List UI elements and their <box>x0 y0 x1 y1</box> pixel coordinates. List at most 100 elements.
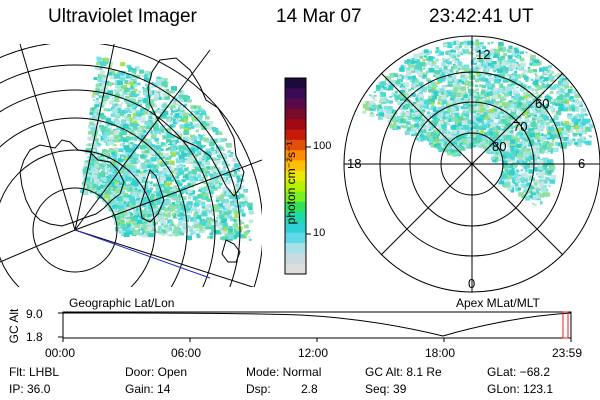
aurora-pixel <box>135 169 141 174</box>
aurora-pixel <box>583 137 587 140</box>
aurora-pixel <box>234 208 237 211</box>
aurora-pixel <box>418 92 423 96</box>
aurora-pixel <box>562 120 567 124</box>
aurora-pixel <box>179 106 184 111</box>
aurora-pixel <box>528 128 534 133</box>
aurora-pixel <box>187 181 191 184</box>
aurora-pixel <box>452 65 458 70</box>
aurora-pixel <box>207 125 214 130</box>
aurora-pixel <box>400 64 403 67</box>
aurora-pixel <box>426 78 431 82</box>
aurora-pixel <box>145 187 148 190</box>
aurora-pixel <box>532 63 537 67</box>
aurora-pixel <box>165 144 168 147</box>
aurora-pixel <box>100 115 106 120</box>
aurora-pixel <box>122 174 128 179</box>
aurora-pixel <box>176 152 180 155</box>
colorbar-swatch <box>285 98 306 110</box>
aurora-pixel <box>156 110 161 114</box>
aurora-pixel <box>522 74 527 79</box>
aurora-pixel <box>438 135 444 140</box>
aurora-pixel <box>477 94 481 97</box>
aurora-pixel <box>149 171 153 175</box>
aurora-pixel <box>129 127 134 132</box>
aurora-pixel <box>187 201 193 206</box>
aurora-pixel <box>156 76 161 81</box>
aurora-pixel <box>116 147 119 150</box>
aurora-pixel <box>541 104 544 107</box>
aurora-pixel <box>426 100 432 105</box>
aurora-pixel <box>187 210 193 214</box>
aurora-pixel <box>143 180 146 183</box>
aurora-pixel <box>503 66 509 72</box>
aurora-pixel <box>569 122 574 126</box>
aurora-pixel <box>583 123 586 126</box>
aurora-pixel <box>471 66 475 69</box>
aurora-pixel <box>94 191 98 194</box>
aurora-pixel <box>533 142 539 147</box>
aurora-pixel <box>193 174 197 178</box>
aurora-pixel <box>450 149 455 153</box>
aurora-pixel <box>529 120 533 124</box>
aurora-pixel <box>427 107 431 111</box>
aurora-pixel <box>142 132 145 134</box>
aurora-pixel <box>215 222 220 226</box>
aurora-pixel <box>206 182 211 187</box>
aurora-pixel <box>214 208 220 213</box>
aurora-pixel <box>464 134 467 137</box>
aurora-pixel <box>183 126 189 130</box>
aurora-pixel <box>209 181 215 186</box>
aurora-pixel <box>517 118 522 122</box>
aurora-pixel <box>186 192 189 195</box>
aurora-pixel <box>232 199 238 203</box>
aurora-pixel <box>487 119 492 124</box>
aurora-pixel <box>503 111 509 116</box>
aurora-pixel <box>143 158 146 161</box>
aurora-pixel <box>112 202 115 204</box>
aurora-pixel <box>191 135 197 140</box>
aurora-pixel <box>110 113 116 118</box>
aurora-pixel <box>145 149 149 153</box>
aurora-pixel <box>126 118 130 122</box>
aurora-pixel <box>499 134 504 138</box>
aurora-pixel <box>540 75 544 78</box>
aurora-pixel <box>142 177 146 180</box>
aurora-pixel <box>488 60 492 63</box>
aurora-pixel <box>148 171 152 174</box>
aurora-pixel <box>397 75 402 79</box>
aurora-pixel <box>215 229 222 235</box>
aurora-pixel <box>519 150 524 154</box>
aurora-pixel <box>399 90 405 95</box>
aurora-pixel <box>447 151 453 156</box>
aurora-pixel <box>113 135 120 140</box>
aurora-pixel <box>188 113 193 117</box>
aurora-pixel <box>206 198 211 202</box>
aurora-pixel <box>205 155 211 160</box>
aurora-pixel <box>222 168 226 171</box>
aurora-pixel <box>169 131 172 134</box>
aurora-pixel <box>436 49 441 53</box>
aurora-pixel <box>170 220 174 224</box>
aurora-pixel <box>228 226 233 229</box>
aurora-pixel <box>124 171 130 176</box>
aurora-pixel <box>510 86 515 90</box>
aurora-pixel <box>572 132 578 137</box>
aurora-pixel <box>154 83 157 85</box>
aurora-pixel <box>518 102 523 106</box>
aurora-pixel <box>148 119 154 124</box>
aurora-pixel <box>236 191 240 194</box>
aurora-pixel <box>97 143 101 146</box>
aurora-pixel <box>202 226 205 229</box>
aurora-pixel <box>157 107 160 110</box>
aurora-pixel <box>172 191 175 193</box>
aurora-pixel <box>589 125 594 129</box>
aurora-pixel <box>104 190 110 195</box>
aurora-pixel <box>462 110 465 113</box>
aurora-pixel <box>553 84 560 89</box>
aurora-pixel <box>411 58 415 61</box>
aurora-pixel <box>514 55 517 58</box>
aurora-pixel <box>437 79 443 84</box>
colorbar-swatch <box>285 212 306 224</box>
aurora-pixel <box>109 180 115 186</box>
aurora-pixel <box>247 230 251 233</box>
